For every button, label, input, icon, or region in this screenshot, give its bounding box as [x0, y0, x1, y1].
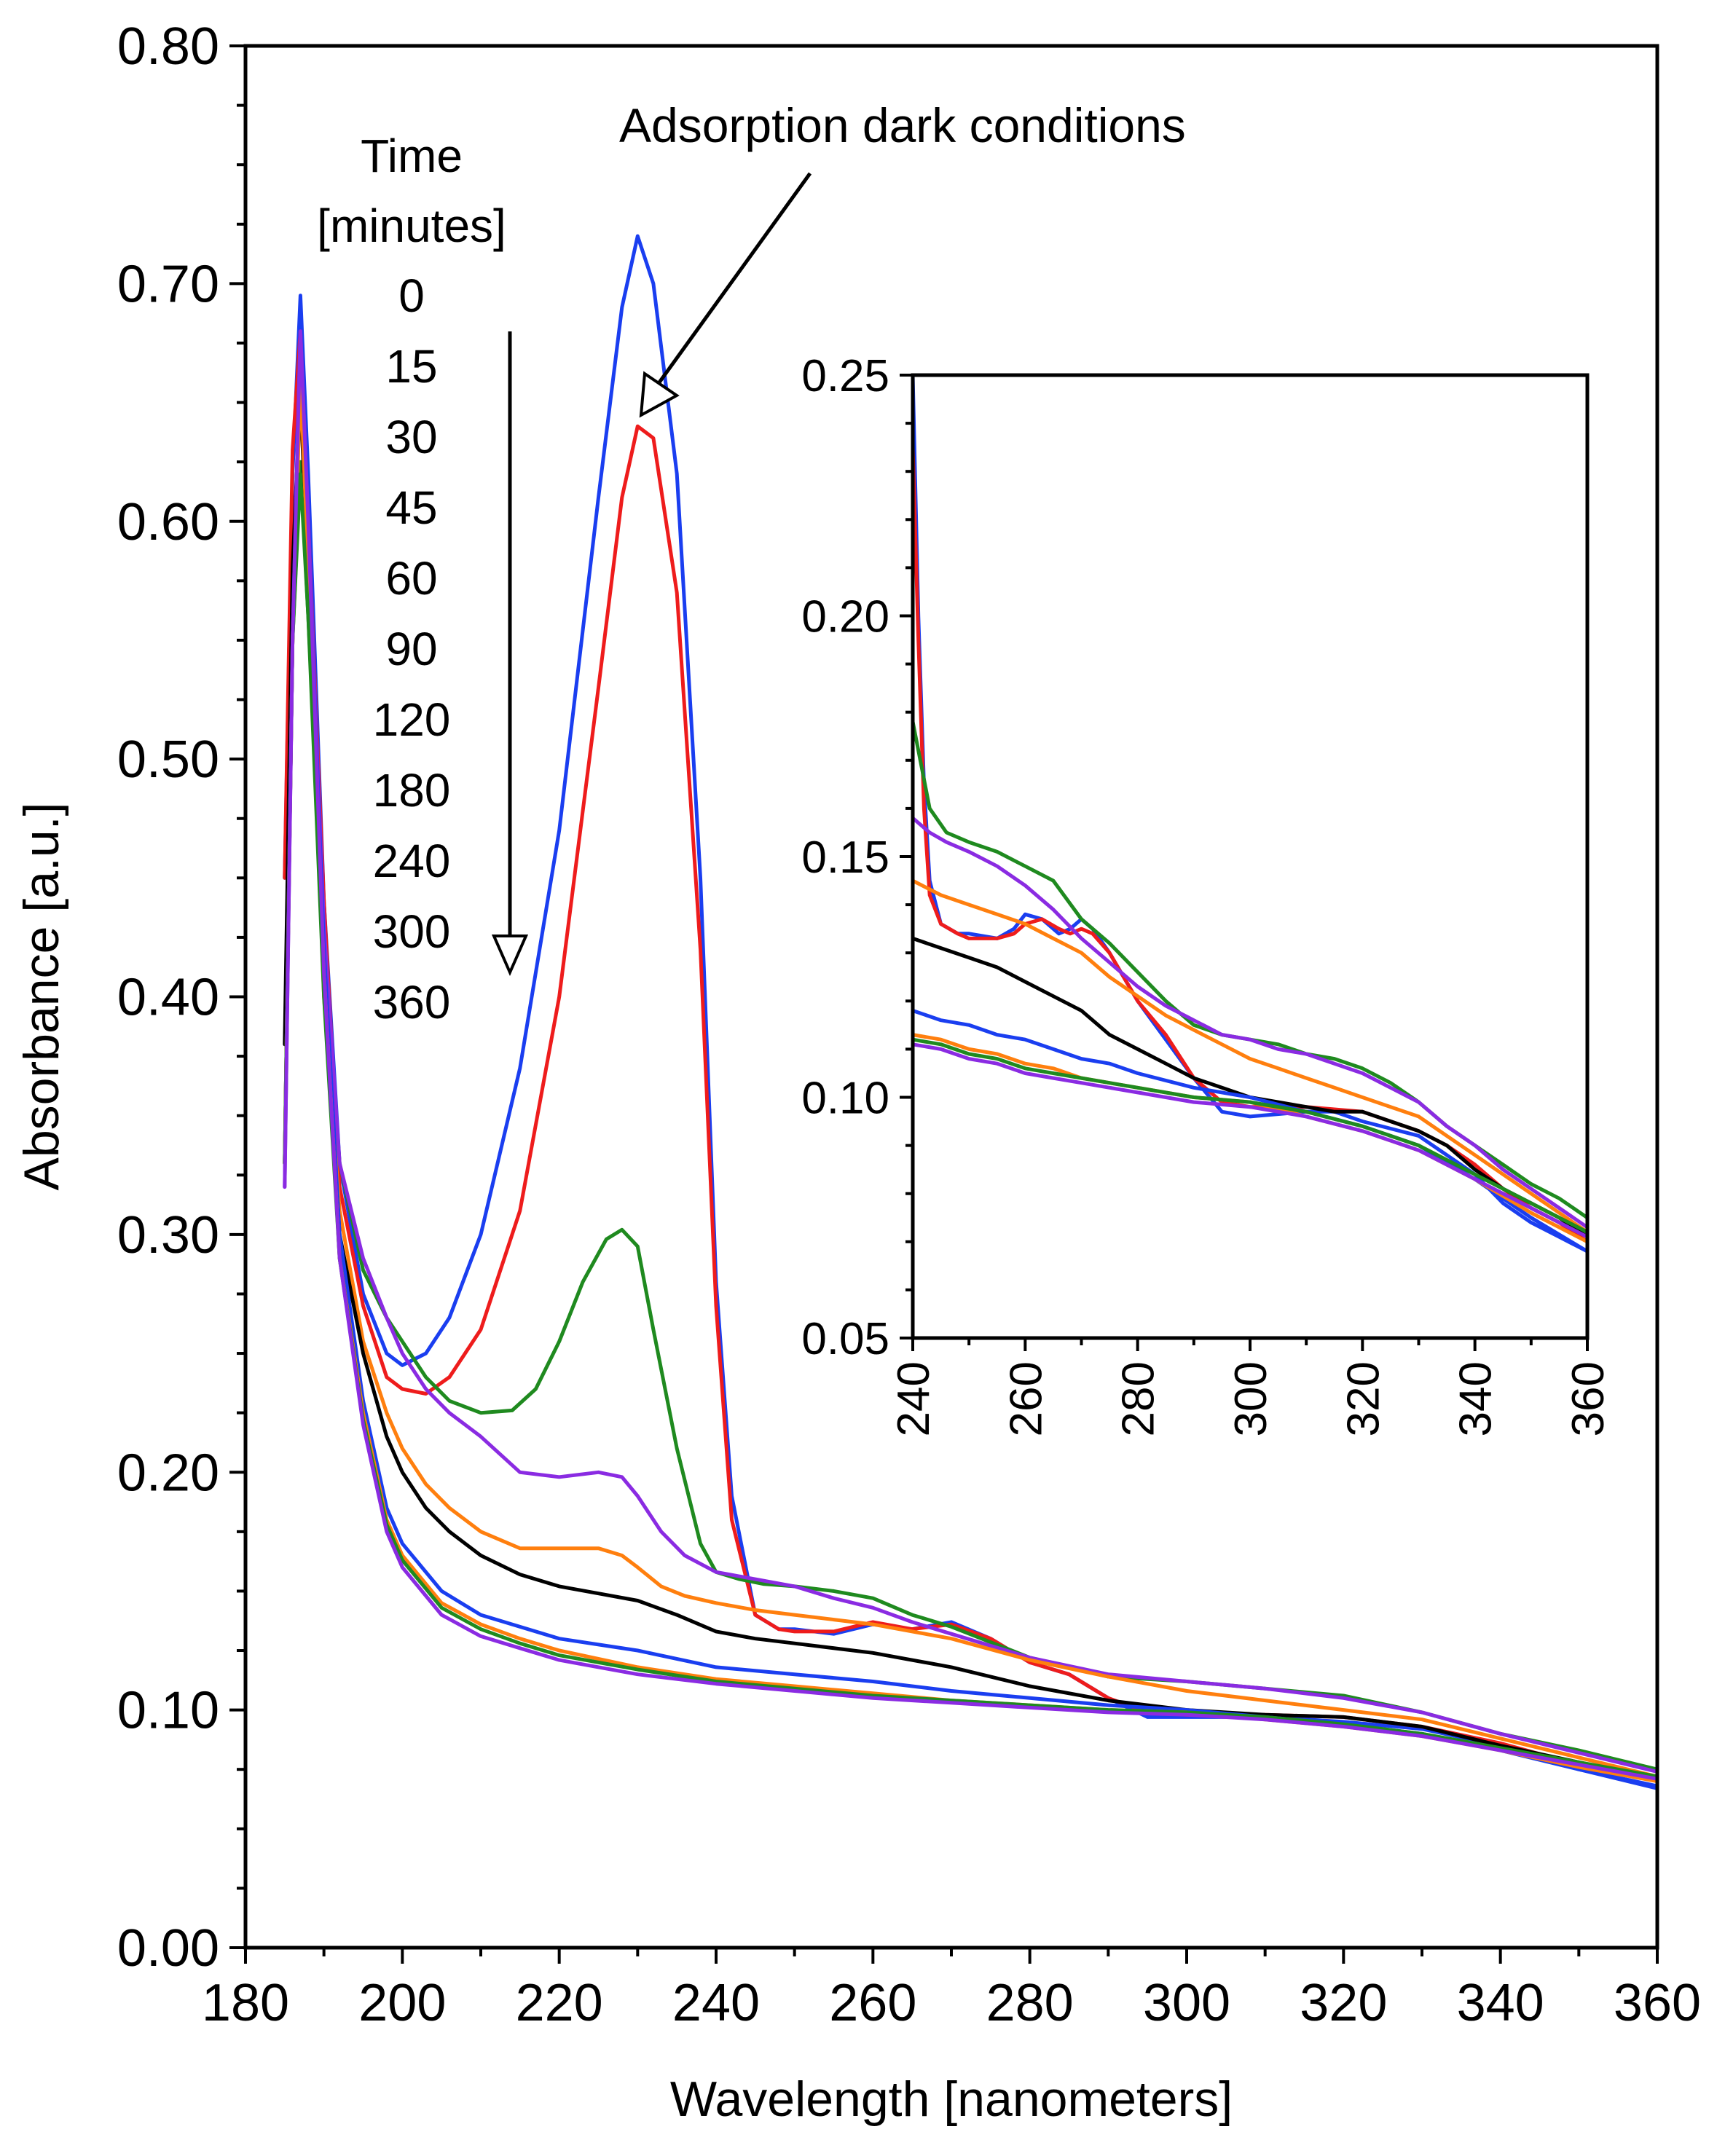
- legend-entry: 180: [373, 764, 451, 817]
- main-series-purple-low: [283, 329, 1659, 1781]
- inset-y-tick-label: 0.10: [801, 1074, 889, 1124]
- main-y-tick-label: 0.00: [117, 1919, 219, 1978]
- main-y-tick-label: 0.40: [117, 969, 219, 1027]
- inset-x-tick-label: 280: [1114, 1361, 1164, 1436]
- inset-ticks: [900, 374, 1589, 1351]
- main-x-tick-label: 200: [358, 1974, 446, 2032]
- main-y-tick-label: 0.60: [117, 493, 219, 551]
- annotation-arrow-head: [639, 371, 680, 418]
- legend-entry: 0: [398, 270, 425, 322]
- inset-x-tick-label: 300: [1226, 1361, 1276, 1436]
- main-x-tick-label: 280: [986, 1974, 1074, 2032]
- annotation-text: Adsorption dark conditions: [619, 98, 1186, 152]
- legend-entry: 30: [385, 411, 437, 463]
- inset-series-purple: [911, 816, 1590, 1230]
- main-y-tick-label: 0.50: [117, 731, 219, 789]
- main-x-tick-label: 240: [672, 1974, 760, 2032]
- inset-x-tick-label: 260: [1001, 1361, 1051, 1436]
- main-y-tick-label: 0.80: [117, 17, 219, 76]
- main-y-tick-label: 0.20: [117, 1444, 219, 1502]
- legend: Time [minutes] 0 15 30 45 60 90 120 180 240 300 36…: [317, 130, 529, 1028]
- inset-x-tick-label: 320: [1338, 1361, 1388, 1436]
- legend-entry: 60: [385, 552, 437, 605]
- legend-time-arrow-head: [491, 935, 529, 976]
- main-series-purple: [283, 329, 1659, 1774]
- main-y-tick-label: 0.30: [117, 1206, 219, 1264]
- inset-series-purple-low: [911, 1042, 1590, 1239]
- inset-background: [913, 375, 1587, 1338]
- main-x-tick-label: 180: [202, 1974, 289, 2032]
- inset-y-tick-label: 0.25: [801, 351, 889, 401]
- main-tick-labels: 180 200 220 240 260 280 300 320 340 3600.000.100.…: [117, 17, 1701, 2032]
- main-series-group: [283, 234, 1659, 1790]
- inset-y-tick-label: 0.05: [801, 1314, 889, 1364]
- annotation-arrow-line: [657, 172, 812, 384]
- inset-series-group: [911, 373, 1590, 1254]
- inset-x-tick-label: 360: [1563, 1361, 1614, 1436]
- main-y-tick-label: 0.70: [117, 255, 219, 313]
- legend-entry: 15: [385, 340, 437, 393]
- main-x-tick-label: 320: [1300, 1974, 1387, 2032]
- legend-entry: 300: [373, 905, 451, 958]
- main-series-orange: [283, 377, 1659, 1779]
- adsorption-annotation: Adsorption dark conditions: [619, 98, 1186, 418]
- inset-x-tick-label: 240: [889, 1361, 939, 1436]
- inset-series-orange: [911, 878, 1590, 1235]
- legend-entry: 45: [385, 481, 437, 534]
- legend-entry: 90: [385, 623, 437, 675]
- main-y-tick-label: 0.10: [117, 1682, 219, 1740]
- legend-title-minutes: [minutes]: [317, 200, 506, 252]
- legend-entry: 240: [373, 835, 451, 887]
- main-x-tick-label: 300: [1143, 1974, 1230, 2032]
- main-ticks: [229, 44, 1659, 1964]
- legend-title-time: Time: [361, 130, 463, 182]
- main-x-tick-label: 220: [516, 1974, 603, 2032]
- inset-tick-labels: 240 260 280 300 320 340 360 0.05 0.10 0.15 0.20 0.2…: [801, 351, 1614, 1436]
- inset-y-tick-label: 0.20: [801, 592, 889, 642]
- main-x-tick-label: 260: [829, 1974, 916, 2032]
- x-axis-title: Wavelength [nanometers]: [670, 2072, 1233, 2127]
- inset-x-tick-label: 340: [1451, 1361, 1501, 1436]
- main-x-tick-label: 340: [1457, 1974, 1544, 2032]
- main-x-tick-label: 360: [1614, 1974, 1701, 2032]
- inset-y-tick-label: 0.15: [801, 833, 889, 883]
- legend-entry: 120: [373, 693, 451, 746]
- inset-series-green-low: [911, 1037, 1590, 1235]
- legend-entries: 0 15 30 45 60 90 120 180 240 300 360: [373, 270, 451, 1028]
- y-axis-title: Absorbance [a.u.]: [14, 802, 69, 1190]
- legend-entry: 360: [373, 976, 451, 1028]
